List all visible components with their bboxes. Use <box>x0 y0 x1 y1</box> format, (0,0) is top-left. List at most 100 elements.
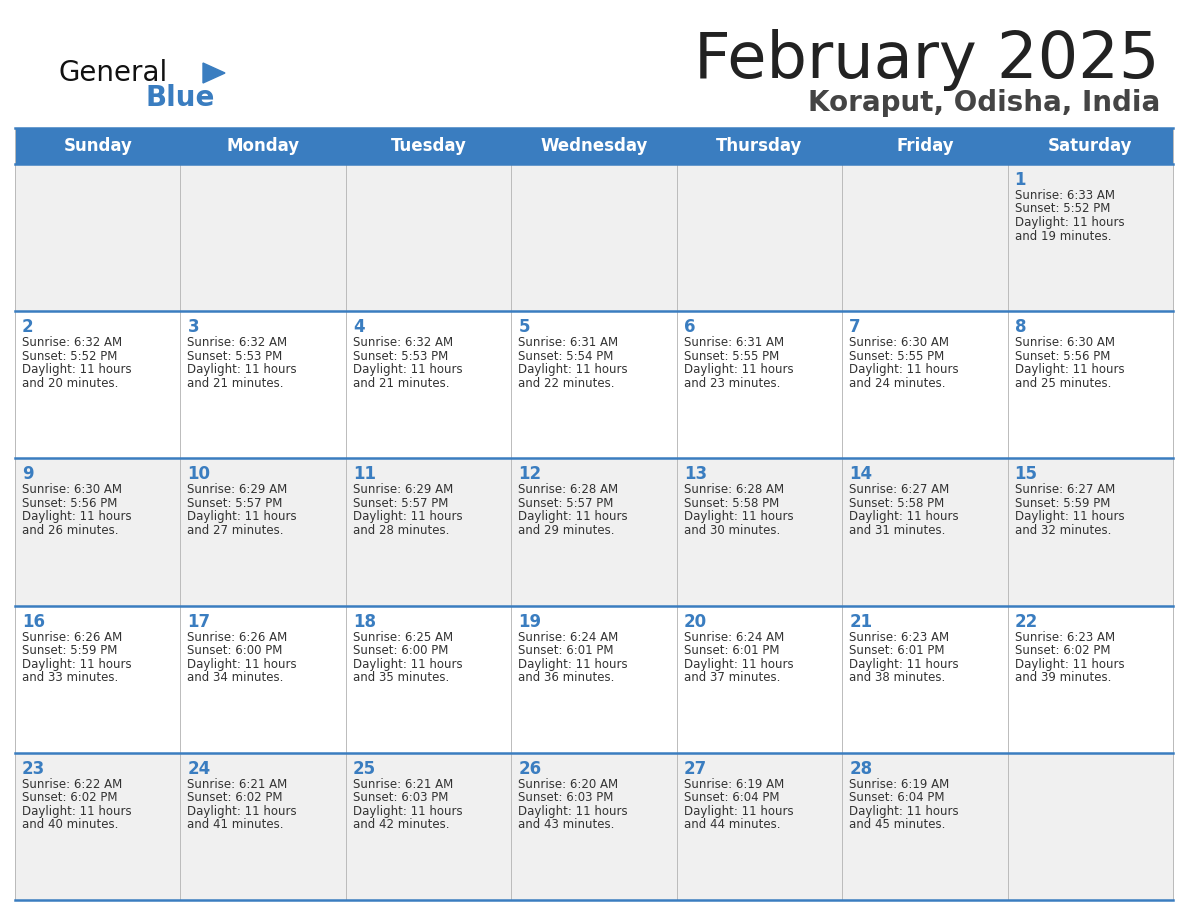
Text: 25: 25 <box>353 760 375 778</box>
Text: Friday: Friday <box>896 137 954 155</box>
Text: Sunset: 5:56 PM: Sunset: 5:56 PM <box>1015 350 1110 363</box>
Text: Daylight: 11 hours: Daylight: 11 hours <box>1015 657 1124 671</box>
Text: Tuesday: Tuesday <box>391 137 467 155</box>
Text: Sunset: 5:52 PM: Sunset: 5:52 PM <box>1015 203 1110 216</box>
Text: 8: 8 <box>1015 319 1026 336</box>
Text: Sunset: 6:03 PM: Sunset: 6:03 PM <box>518 791 614 804</box>
Text: 28: 28 <box>849 760 872 778</box>
Text: and 21 minutes.: and 21 minutes. <box>188 376 284 390</box>
Text: 19: 19 <box>518 612 542 631</box>
Text: Sunrise: 6:30 AM: Sunrise: 6:30 AM <box>849 336 949 349</box>
Text: 4: 4 <box>353 319 365 336</box>
Text: 15: 15 <box>1015 465 1037 484</box>
Text: 7: 7 <box>849 319 861 336</box>
Text: Monday: Monday <box>227 137 299 155</box>
Text: Daylight: 11 hours: Daylight: 11 hours <box>1015 510 1124 523</box>
Text: February 2025: February 2025 <box>695 29 1159 91</box>
Text: Thursday: Thursday <box>716 137 803 155</box>
Text: and 38 minutes.: and 38 minutes. <box>849 671 946 684</box>
Text: Daylight: 11 hours: Daylight: 11 hours <box>188 657 297 671</box>
Text: Sunset: 5:53 PM: Sunset: 5:53 PM <box>353 350 448 363</box>
Text: and 43 minutes.: and 43 minutes. <box>518 818 614 832</box>
Text: Daylight: 11 hours: Daylight: 11 hours <box>188 805 297 818</box>
Text: Daylight: 11 hours: Daylight: 11 hours <box>1015 364 1124 376</box>
Text: Daylight: 11 hours: Daylight: 11 hours <box>23 805 132 818</box>
Text: Sunset: 5:58 PM: Sunset: 5:58 PM <box>849 497 944 509</box>
Text: Daylight: 11 hours: Daylight: 11 hours <box>518 364 628 376</box>
Text: Sunrise: 6:26 AM: Sunrise: 6:26 AM <box>188 631 287 644</box>
Text: 11: 11 <box>353 465 375 484</box>
Text: Sunrise: 6:25 AM: Sunrise: 6:25 AM <box>353 631 453 644</box>
Text: Sunrise: 6:26 AM: Sunrise: 6:26 AM <box>23 631 122 644</box>
Text: 6: 6 <box>684 319 695 336</box>
Text: and 35 minutes.: and 35 minutes. <box>353 671 449 684</box>
Text: and 29 minutes.: and 29 minutes. <box>518 524 614 537</box>
Text: Sunset: 6:02 PM: Sunset: 6:02 PM <box>188 791 283 804</box>
Text: Daylight: 11 hours: Daylight: 11 hours <box>684 805 794 818</box>
Text: Sunrise: 6:31 AM: Sunrise: 6:31 AM <box>684 336 784 349</box>
Text: and 25 minutes.: and 25 minutes. <box>1015 376 1111 390</box>
Text: and 34 minutes.: and 34 minutes. <box>188 671 284 684</box>
Text: Daylight: 11 hours: Daylight: 11 hours <box>1015 216 1124 229</box>
Text: and 19 minutes.: and 19 minutes. <box>1015 230 1111 242</box>
Text: Daylight: 11 hours: Daylight: 11 hours <box>849 657 959 671</box>
Text: Sunrise: 6:21 AM: Sunrise: 6:21 AM <box>353 778 453 790</box>
Text: and 37 minutes.: and 37 minutes. <box>684 671 781 684</box>
Text: and 20 minutes.: and 20 minutes. <box>23 376 119 390</box>
Text: Sunrise: 6:24 AM: Sunrise: 6:24 AM <box>684 631 784 644</box>
Text: Saturday: Saturday <box>1048 137 1132 155</box>
Bar <box>15 606 1173 753</box>
Text: Sunset: 5:55 PM: Sunset: 5:55 PM <box>849 350 944 363</box>
Text: Sunset: 6:01 PM: Sunset: 6:01 PM <box>684 644 779 657</box>
Bar <box>15 458 1173 606</box>
Text: Sunset: 5:57 PM: Sunset: 5:57 PM <box>353 497 448 509</box>
Bar <box>15 164 1173 311</box>
Text: Sunrise: 6:29 AM: Sunrise: 6:29 AM <box>353 484 453 497</box>
Text: 2: 2 <box>23 319 33 336</box>
Text: Sunset: 6:03 PM: Sunset: 6:03 PM <box>353 791 448 804</box>
Text: Sunrise: 6:32 AM: Sunrise: 6:32 AM <box>188 336 287 349</box>
Text: Daylight: 11 hours: Daylight: 11 hours <box>23 510 132 523</box>
Text: and 26 minutes.: and 26 minutes. <box>23 524 119 537</box>
Text: Sunrise: 6:24 AM: Sunrise: 6:24 AM <box>518 631 619 644</box>
Text: Daylight: 11 hours: Daylight: 11 hours <box>849 805 959 818</box>
Text: Daylight: 11 hours: Daylight: 11 hours <box>684 510 794 523</box>
Text: Daylight: 11 hours: Daylight: 11 hours <box>518 657 628 671</box>
Text: Daylight: 11 hours: Daylight: 11 hours <box>353 805 462 818</box>
Text: Sunrise: 6:23 AM: Sunrise: 6:23 AM <box>849 631 949 644</box>
Text: 1: 1 <box>1015 171 1026 189</box>
Text: Sunset: 6:04 PM: Sunset: 6:04 PM <box>849 791 944 804</box>
Text: Sunset: 5:57 PM: Sunset: 5:57 PM <box>188 497 283 509</box>
Text: 23: 23 <box>23 760 45 778</box>
Text: Sunrise: 6:33 AM: Sunrise: 6:33 AM <box>1015 189 1114 202</box>
Text: Sunset: 6:02 PM: Sunset: 6:02 PM <box>23 791 118 804</box>
Text: and 27 minutes.: and 27 minutes. <box>188 524 284 537</box>
Text: 5: 5 <box>518 319 530 336</box>
Text: 12: 12 <box>518 465 542 484</box>
Text: Daylight: 11 hours: Daylight: 11 hours <box>23 364 132 376</box>
Text: Daylight: 11 hours: Daylight: 11 hours <box>188 510 297 523</box>
Text: 26: 26 <box>518 760 542 778</box>
Text: Sunrise: 6:19 AM: Sunrise: 6:19 AM <box>684 778 784 790</box>
Text: Sunrise: 6:30 AM: Sunrise: 6:30 AM <box>1015 336 1114 349</box>
Text: and 30 minutes.: and 30 minutes. <box>684 524 781 537</box>
Text: and 24 minutes.: and 24 minutes. <box>849 376 946 390</box>
Polygon shape <box>203 63 225 83</box>
Text: and 41 minutes.: and 41 minutes. <box>188 818 284 832</box>
Text: Sunrise: 6:31 AM: Sunrise: 6:31 AM <box>518 336 619 349</box>
Text: and 44 minutes.: and 44 minutes. <box>684 818 781 832</box>
Text: and 36 minutes.: and 36 minutes. <box>518 671 614 684</box>
Text: Sunset: 6:01 PM: Sunset: 6:01 PM <box>849 644 944 657</box>
Text: Daylight: 11 hours: Daylight: 11 hours <box>849 510 959 523</box>
Text: and 33 minutes.: and 33 minutes. <box>23 671 119 684</box>
Text: 13: 13 <box>684 465 707 484</box>
Text: 22: 22 <box>1015 612 1038 631</box>
Text: 20: 20 <box>684 612 707 631</box>
Text: and 42 minutes.: and 42 minutes. <box>353 818 449 832</box>
Text: and 45 minutes.: and 45 minutes. <box>849 818 946 832</box>
Text: Koraput, Odisha, India: Koraput, Odisha, India <box>808 89 1159 117</box>
Text: Daylight: 11 hours: Daylight: 11 hours <box>188 364 297 376</box>
Text: Sunset: 5:57 PM: Sunset: 5:57 PM <box>518 497 614 509</box>
Text: Daylight: 11 hours: Daylight: 11 hours <box>518 510 628 523</box>
Text: 24: 24 <box>188 760 210 778</box>
